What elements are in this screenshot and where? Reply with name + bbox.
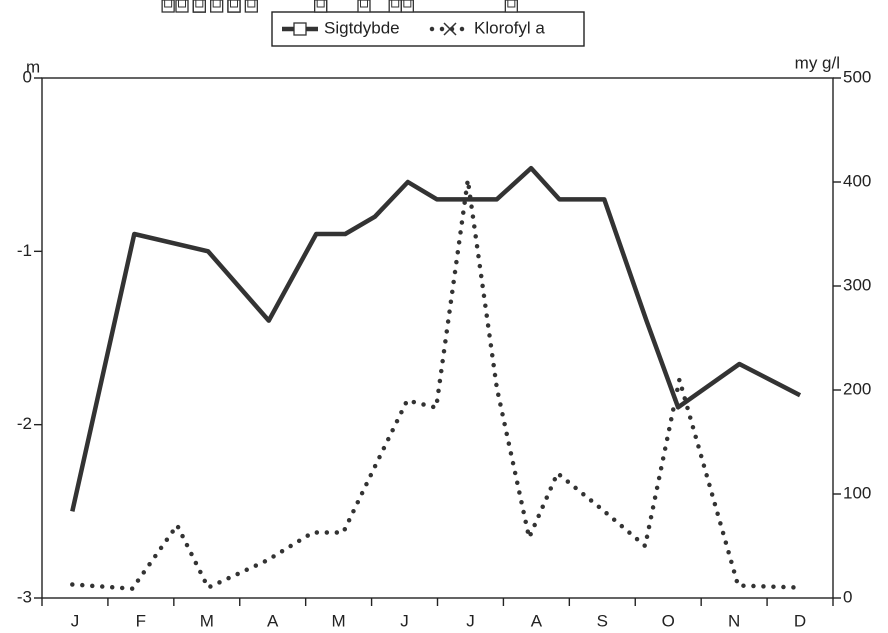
x-tick-label: D <box>794 611 806 630</box>
y-tick-label: -1 <box>17 241 32 260</box>
x-tick-label: J <box>466 611 475 630</box>
point-marker-inner <box>360 0 368 8</box>
y2-tick-label: 500 <box>843 67 871 86</box>
x-tick-label: N <box>728 611 740 630</box>
y-tick-label: -2 <box>17 414 32 433</box>
x-tick-label: F <box>136 611 146 630</box>
point-marker <box>161 0 175 13</box>
point-marker-inner <box>178 0 186 8</box>
y2-tick-label: 200 <box>843 379 871 398</box>
point-marker <box>175 0 189 13</box>
point-marker-inner <box>164 0 173 8</box>
y2-tick-label: 0 <box>843 587 852 606</box>
point-marker <box>400 0 414 13</box>
legend-marker <box>293 22 307 36</box>
point-marker <box>192 0 206 13</box>
series-line <box>70 179 803 591</box>
y2-tick-label: 300 <box>843 275 871 294</box>
point-marker <box>210 0 224 13</box>
legend-box <box>271 11 585 47</box>
point-marker-inner <box>403 0 412 8</box>
y-axis-label: m <box>26 57 40 76</box>
legend-marker <box>443 22 457 36</box>
y-tick-label: -3 <box>17 587 32 606</box>
point-marker <box>388 0 402 13</box>
x-tick-label: A <box>531 611 543 630</box>
y-tick-label: 0 <box>23 67 32 86</box>
point-marker <box>244 0 258 13</box>
x-tick-label: J <box>71 611 80 630</box>
point-marker <box>314 0 328 13</box>
series-line <box>70 165 802 512</box>
point-marker <box>357 0 371 13</box>
y2-tick-label: 100 <box>843 483 871 502</box>
point-marker <box>504 0 518 13</box>
point-marker-inner <box>195 0 204 8</box>
point-marker-inner <box>507 0 516 8</box>
y2-tick-label: 400 <box>843 171 871 190</box>
legend-label: Sigtdybde <box>324 18 400 37</box>
x-tick-label: M <box>332 611 346 630</box>
x-tick-label: J <box>400 611 409 630</box>
point-marker-inner <box>316 0 325 8</box>
plot-frame <box>41 77 834 599</box>
point-marker-inner <box>247 0 256 8</box>
y2-axis-label: my g/l <box>795 53 840 72</box>
x-tick-label: S <box>597 611 608 630</box>
point-marker <box>227 0 241 13</box>
x-tick-label: M <box>200 611 214 630</box>
point-marker-inner <box>212 0 221 8</box>
x-tick-label: O <box>662 611 675 630</box>
point-marker-inner <box>391 0 400 8</box>
x-tick-label: A <box>267 611 279 630</box>
point-marker-inner <box>230 0 238 8</box>
legend-label: Klorofyl a <box>474 18 545 37</box>
